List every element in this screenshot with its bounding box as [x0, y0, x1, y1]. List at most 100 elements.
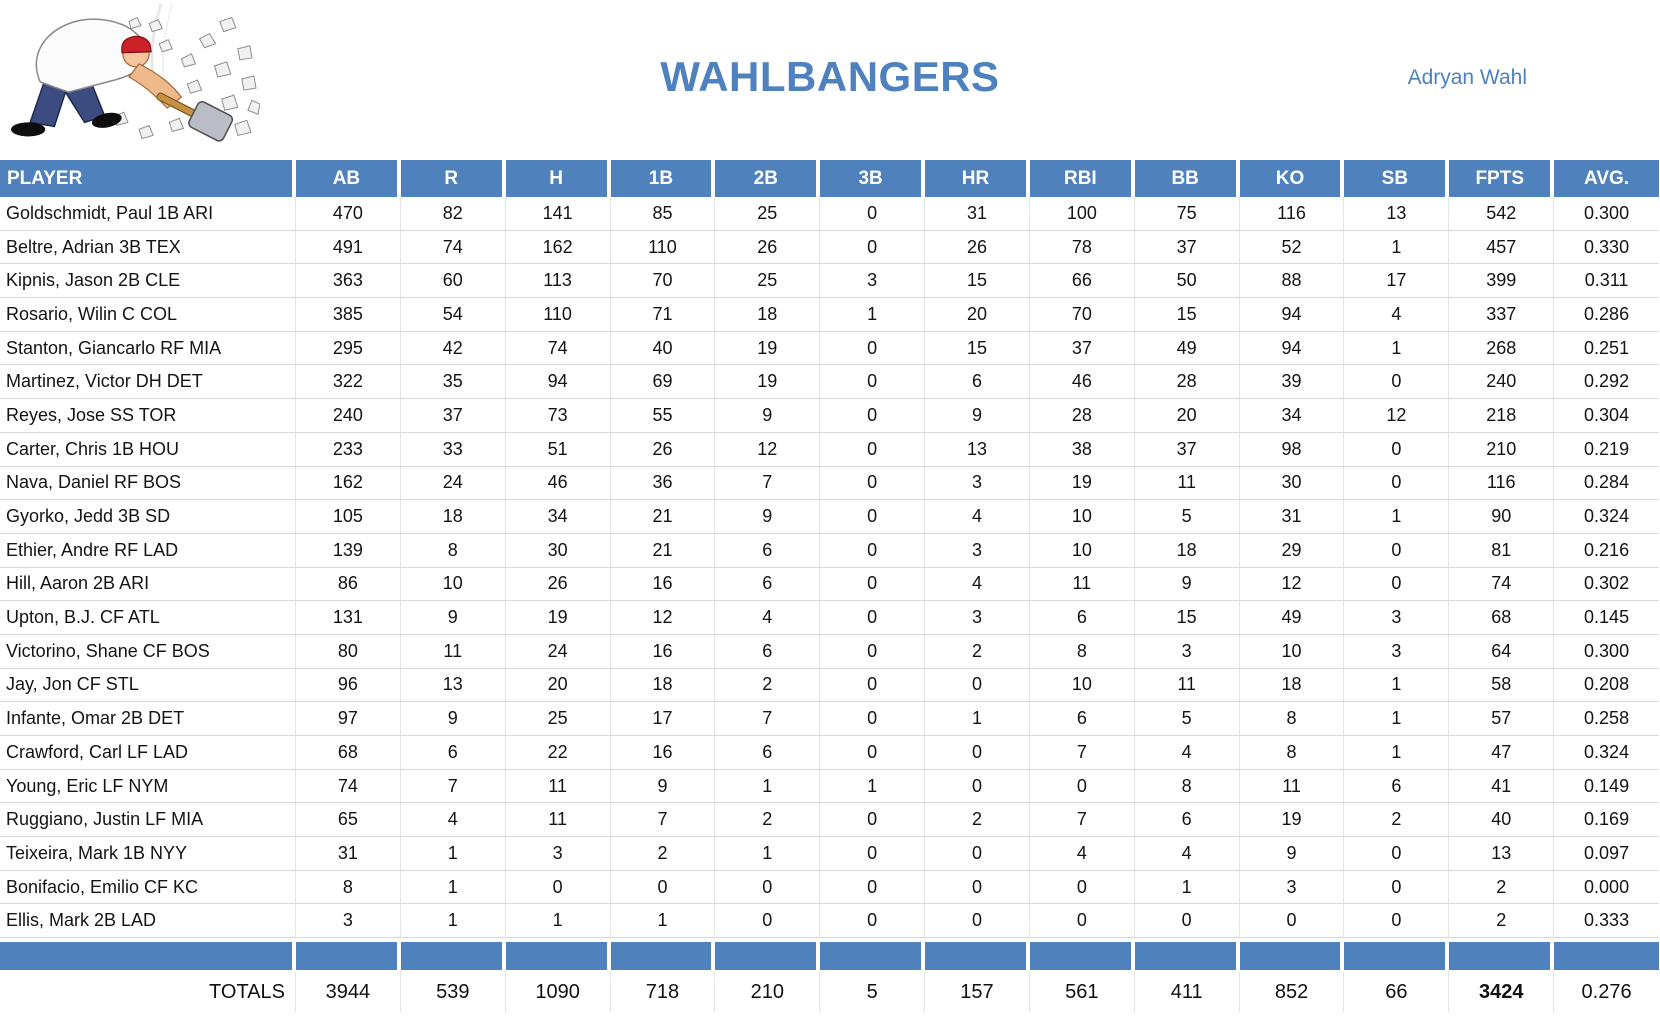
stat-cell-2b: 9	[715, 399, 821, 433]
stat-cell-bb: 6	[1134, 803, 1240, 838]
stat-cell-fpts: 90	[1449, 500, 1555, 534]
stat-cell-h: 46	[505, 466, 611, 501]
stat-cell-bb: 49	[1134, 331, 1240, 366]
stat-cell-ab: 385	[296, 298, 401, 332]
stat-cell-fpts: 542	[1449, 197, 1555, 231]
stat-cell-fpts: 40	[1449, 803, 1555, 838]
player-name-cell: Nava, Daniel RF BOS	[0, 466, 296, 501]
stat-cell-bb: 50	[1134, 264, 1240, 299]
stat-cell-2b: 7	[715, 466, 821, 501]
stat-cell-sb: 1	[1344, 736, 1450, 770]
stat-cell-ko: 30	[1239, 466, 1345, 501]
stat-cell-rbi: 28	[1029, 399, 1135, 433]
stat-cell-3b: 0	[820, 500, 926, 534]
stat-cell-2b: 2	[715, 668, 821, 703]
stat-cell-rbi: 0	[1029, 769, 1135, 804]
stat-cell-bb: 37	[1134, 432, 1240, 467]
stat-cell-3b: 0	[820, 601, 926, 635]
stat-cell-3b: 1	[820, 769, 926, 804]
stat-cell-h: 25	[505, 702, 611, 736]
stat-cell-ko: 8	[1239, 736, 1345, 770]
stat-cell-2b: 25	[715, 197, 821, 231]
player-name-cell: Jay, Jon CF STL	[0, 668, 296, 703]
stat-cell-1b: 40	[610, 331, 716, 366]
header-cell-player: PLAYER	[0, 160, 296, 197]
stat-cell-avg: 0.324	[1554, 736, 1659, 770]
player-row: Young, Eric LF NYM 74 7 11 9 1 1 0 0 8 11 6 41 0.149	[0, 769, 1659, 804]
player-name-cell: Carter, Chris 1B HOU	[0, 432, 296, 467]
stat-cell-sb: 1	[1344, 331, 1450, 366]
stat-cell-ab: 97	[296, 702, 401, 736]
player-row: Ruggiano, Justin LF MIA 65 4 11 7 2 0 2 7 6 19 2 40 0…	[0, 803, 1659, 838]
spacer-cell	[0, 942, 296, 971]
stat-cell-fpts: 13	[1449, 837, 1555, 871]
player-name-cell: Kipnis, Jason 2B CLE	[0, 264, 296, 299]
player-row: Upton, B.J. CF ATL 131 9 19 12 4 0 3 6 15 49 3 68 0.1…	[0, 601, 1659, 635]
stat-cell-fpts: 41	[1449, 769, 1555, 804]
header-cell-hr: HR	[925, 160, 1030, 197]
stat-cell-sb: 1	[1344, 702, 1450, 736]
stat-cell-3b: 0	[820, 567, 926, 602]
stat-cell-sb: 1	[1344, 230, 1450, 265]
stat-cell-avg: 0.169	[1554, 803, 1659, 838]
stat-cell-rbi: 0	[1029, 904, 1135, 939]
player-name-cell: Hill, Aaron 2B ARI	[0, 567, 296, 602]
table-totals-row: TOTALS 3944 539 1090 718 210 5 157 561 411 852 66 34…	[0, 972, 1659, 1013]
stat-cell-1b: 2	[610, 837, 716, 871]
totals-cell-avg: 0.276	[1581, 980, 1632, 1003]
stat-cell-r: 9	[400, 702, 506, 736]
header-cell-fpts: FPTS	[1449, 160, 1555, 197]
stat-cell-ab: 322	[296, 365, 401, 400]
header-cell-rbi: RBI	[1029, 160, 1135, 197]
stat-cell-bb: 28	[1134, 365, 1240, 400]
stat-cell-r: 24	[400, 466, 506, 501]
stat-cell-r: 18	[400, 500, 506, 534]
stat-cell-bb: 9	[1134, 567, 1240, 602]
stat-cell-ko: 49	[1239, 601, 1345, 635]
totals-cell-1b: 718	[611, 972, 716, 1013]
stat-cell-1b: 21	[610, 500, 716, 534]
stat-cell-bb: 37	[1134, 230, 1240, 265]
totals-cell-3b: 5	[820, 972, 926, 1013]
stat-cell-r: 37	[400, 399, 506, 433]
stat-cell-bb: 3	[1134, 634, 1240, 669]
stat-cell-avg: 0.219	[1554, 433, 1659, 467]
stat-cell-hr: 3	[925, 601, 1030, 635]
player-row: Ethier, Andre RF LAD 139 8 30 21 6 0 3 10 18 29 0 81…	[0, 533, 1659, 568]
stat-cell-1b: 71	[610, 298, 716, 332]
spacer-cell	[715, 942, 821, 971]
stat-cell-r: 54	[400, 298, 506, 332]
stat-cell-hr: 6	[925, 365, 1030, 400]
stat-cell-fpts: 58	[1449, 668, 1555, 703]
player-row: Ellis, Mark 2B LAD 3 1 1 1 0 0 0 0 0 0 0 2 0.333	[0, 904, 1659, 939]
stat-cell-ko: 0	[1239, 904, 1345, 939]
stat-cell-3b: 0	[820, 230, 926, 265]
stat-cell-ab: 131	[296, 601, 401, 635]
stat-cell-2b: 1	[715, 837, 821, 871]
stat-cell-h: 141	[505, 197, 611, 231]
player-name-cell: Beltre, Adrian 3B TEX	[0, 230, 296, 265]
stat-cell-1b: 21	[610, 533, 716, 568]
stat-cell-ab: 162	[296, 466, 401, 501]
player-name-cell: Stanton, Giancarlo RF MIA	[0, 331, 296, 366]
stat-cell-2b: 6	[715, 567, 821, 602]
stat-cell-3b: 0	[820, 331, 926, 366]
totals-cell-fpts: 3424	[1449, 972, 1555, 1013]
stat-cell-r: 35	[400, 365, 506, 400]
stat-cell-fpts: 240	[1449, 365, 1555, 400]
stat-cell-sb: 0	[1344, 567, 1450, 602]
stat-cell-h: 51	[505, 432, 611, 467]
stat-cell-ko: 39	[1239, 365, 1345, 400]
stat-cell-rbi: 38	[1029, 432, 1135, 467]
totals-label: TOTALS	[0, 972, 296, 1013]
stat-cell-ko: 94	[1239, 298, 1345, 332]
stat-cell-r: 10	[400, 567, 506, 602]
stat-cell-ko: 29	[1239, 533, 1345, 568]
header-cell-1b: 1B	[610, 160, 716, 197]
stat-cell-h: 26	[505, 567, 611, 602]
stat-cell-ko: 11	[1239, 769, 1345, 804]
stat-cell-hr: 15	[925, 331, 1030, 366]
player-row: Gyorko, Jedd 3B SD 105 18 34 21 9 0 4 10 5 31 1 90 0.…	[0, 500, 1659, 534]
stat-cell-hr: 0	[925, 736, 1030, 770]
